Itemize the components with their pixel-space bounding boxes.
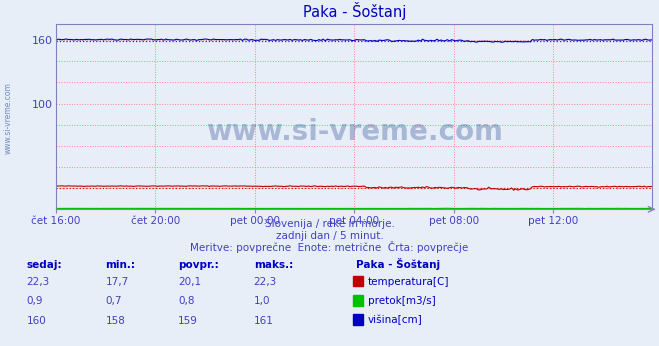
Text: višina[cm]: višina[cm] — [368, 315, 422, 326]
Text: www.si-vreme.com: www.si-vreme.com — [3, 82, 13, 154]
Text: povpr.:: povpr.: — [178, 260, 219, 270]
Text: www.si-vreme.com: www.si-vreme.com — [206, 118, 503, 146]
Text: 1,0: 1,0 — [254, 297, 270, 307]
Text: maks.:: maks.: — [254, 260, 293, 270]
Text: Meritve: povprečne  Enote: metrične  Črta: povprečje: Meritve: povprečne Enote: metrične Črta:… — [190, 241, 469, 253]
Text: Paka - Šoštanj: Paka - Šoštanj — [356, 258, 440, 270]
Text: 17,7: 17,7 — [105, 277, 129, 288]
Text: sedaj:: sedaj: — [26, 260, 62, 270]
Title: Paka - Šoštanj: Paka - Šoštanj — [302, 2, 406, 20]
Text: temperatura[C]: temperatura[C] — [368, 277, 449, 288]
Text: 160: 160 — [26, 316, 46, 326]
Text: 161: 161 — [254, 316, 273, 326]
Text: pretok[m3/s]: pretok[m3/s] — [368, 297, 436, 307]
Text: 22,3: 22,3 — [254, 277, 277, 288]
Text: 0,7: 0,7 — [105, 297, 122, 307]
Text: 0,9: 0,9 — [26, 297, 43, 307]
Text: 159: 159 — [178, 316, 198, 326]
Text: min.:: min.: — [105, 260, 136, 270]
Text: 22,3: 22,3 — [26, 277, 49, 288]
Text: Slovenija / reke in morje.: Slovenija / reke in morje. — [264, 219, 395, 229]
Text: 0,8: 0,8 — [178, 297, 194, 307]
Text: 158: 158 — [105, 316, 125, 326]
Text: zadnji dan / 5 minut.: zadnji dan / 5 minut. — [275, 231, 384, 241]
Text: 20,1: 20,1 — [178, 277, 201, 288]
